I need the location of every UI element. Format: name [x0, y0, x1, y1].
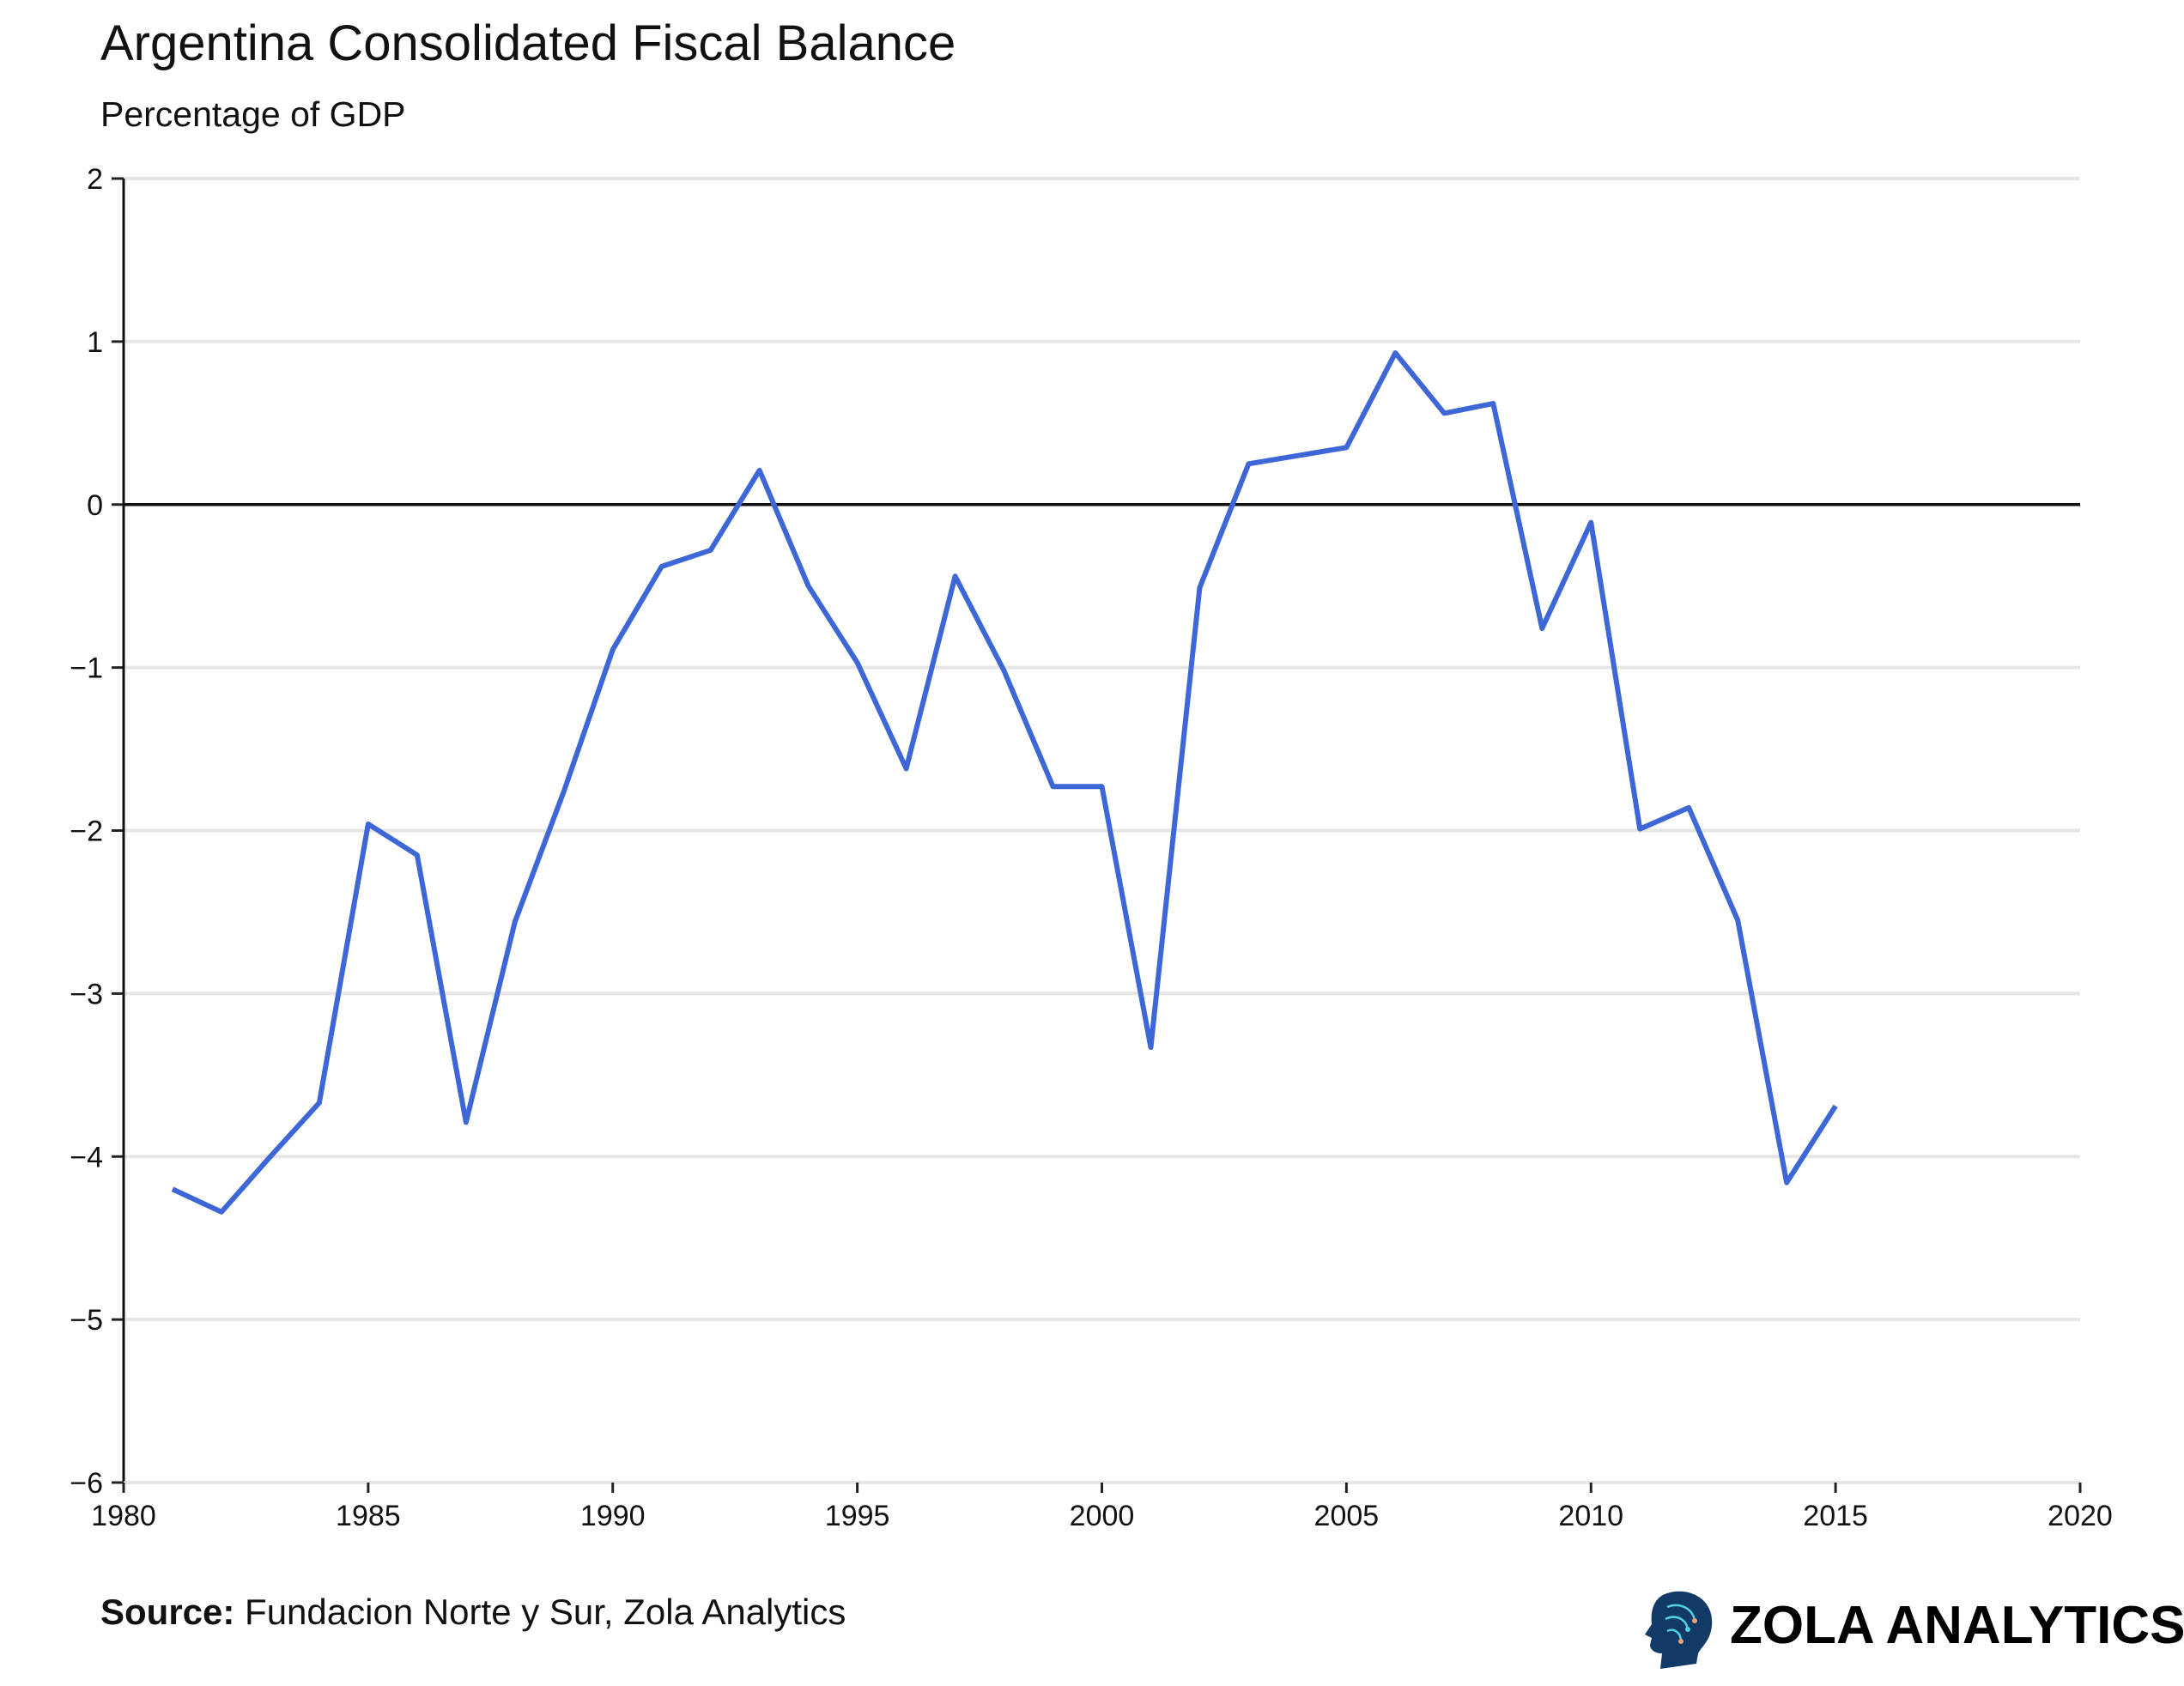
- chart-title: Argentina Consolidated Fiscal Balance: [100, 15, 956, 71]
- chart-subtitle: Percentage of GDP: [100, 94, 406, 134]
- y-tick-label: −1: [70, 652, 103, 685]
- source-text: Fundacion Norte y Sur, Zola Analytics: [234, 1592, 846, 1632]
- x-tick-label: 2005: [1314, 1500, 1380, 1532]
- y-tick-label: 0: [87, 489, 103, 522]
- zola-logo-icon: [1645, 1591, 1713, 1669]
- x-tick-label: 1990: [580, 1500, 646, 1532]
- series-layer: [171, 350, 1838, 1215]
- x-axis: 1980 1985 1990 1995 2000 2005 2010 2015 2020: [91, 1481, 2113, 1532]
- y-tick-label: 1: [87, 326, 103, 359]
- x-tick-label: 2015: [1803, 1500, 1868, 1532]
- y-tick-label: −3: [70, 978, 103, 1010]
- y-tick-label: −6: [70, 1467, 103, 1500]
- y-tick-label: −2: [70, 816, 103, 848]
- x-tick-label: 1980: [91, 1500, 156, 1532]
- grid: [124, 177, 2080, 1484]
- source-label: Source:: [100, 1592, 234, 1632]
- y-tick-label: −5: [70, 1304, 103, 1337]
- x-tick-label: 1995: [825, 1500, 890, 1532]
- y-tick-label: −4: [70, 1141, 103, 1174]
- source-note: Source: Fundacion Norte y Sur, Zola Anal…: [100, 1592, 846, 1632]
- y-axis: 2 1 0 −1 −2 −3 −4 −5 −6: [70, 163, 125, 1500]
- brand-name: ZOLA ANALYTICS: [1730, 1596, 2184, 1655]
- x-tick-label: 2010: [1558, 1500, 1623, 1532]
- series-line: [171, 350, 1838, 1215]
- y-tick-label: 2: [87, 163, 103, 196]
- x-tick-label: 1985: [336, 1500, 401, 1532]
- x-tick-label: 2020: [2048, 1500, 2113, 1532]
- x-tick-label: 2000: [1070, 1500, 1135, 1532]
